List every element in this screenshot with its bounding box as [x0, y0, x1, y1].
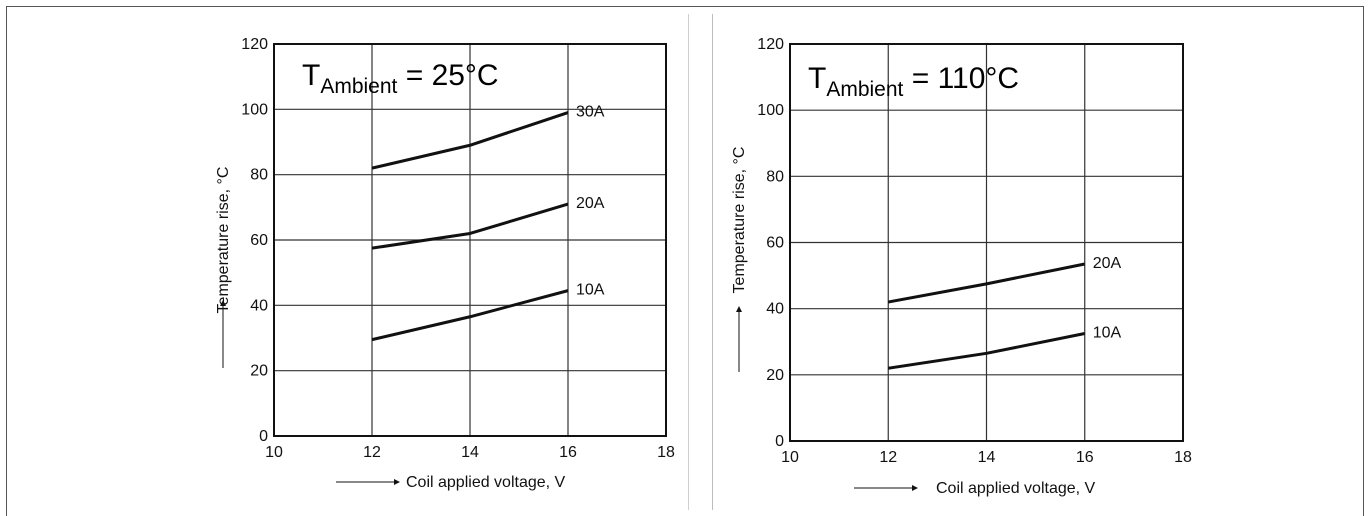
ambient-condition-label: TAmbient = 25°C — [302, 59, 499, 98]
series-label-30A: 30A — [576, 104, 605, 121]
series-line-10A — [371, 289, 569, 342]
y-tick-label: 100 — [241, 101, 268, 118]
y-axis-label: Temperature rise, °C — [731, 147, 748, 294]
series-label-20A: 20A — [1093, 255, 1122, 272]
x-tick-label: 14 — [978, 449, 996, 466]
y-axis-arrowhead — [220, 300, 226, 306]
y-tick-label: 60 — [250, 232, 268, 249]
series-label-20A: 20A — [576, 195, 605, 212]
y-tick-label: 80 — [766, 168, 784, 185]
x-tick-label: 12 — [363, 444, 381, 461]
ambient-condition-label: TAmbient = 110°C — [808, 62, 1019, 101]
plot-area-border — [273, 43, 667, 437]
x-tick-label: 10 — [781, 449, 799, 466]
series-line-30A — [371, 111, 569, 170]
x-axis-arrowhead — [394, 479, 400, 485]
y-tick-label: 40 — [250, 297, 268, 314]
y-tick-label: 80 — [250, 167, 268, 184]
right-panel-edge — [712, 14, 713, 510]
y-tick-label: 0 — [775, 433, 784, 450]
y-tick-label: 0 — [259, 428, 268, 445]
x-axis-label: Coil applied voltage, V — [406, 474, 566, 491]
y-tick-label: 120 — [757, 36, 784, 53]
x-tick-label: 18 — [1174, 449, 1192, 466]
panel-divider — [688, 14, 689, 510]
x-tick-label: 16 — [1076, 449, 1094, 466]
plot-area-border — [789, 43, 1184, 442]
series-line-20A — [887, 262, 1086, 304]
x-tick-label: 16 — [559, 444, 577, 461]
y-tick-label: 100 — [757, 102, 784, 119]
y-axis-arrowhead — [736, 306, 742, 312]
y-tick-label: 120 — [241, 36, 268, 53]
y-tick-label: 20 — [766, 367, 784, 384]
y-axis-label: Temperature rise, °C — [215, 167, 232, 314]
figure-frame — [6, 6, 1364, 516]
x-tick-label: 10 — [265, 444, 283, 461]
y-tick-label: 20 — [250, 363, 268, 380]
series-label-10A: 10A — [1093, 324, 1122, 341]
x-tick-label: 14 — [461, 444, 479, 461]
y-tick-label: 60 — [766, 235, 784, 252]
x-axis-arrowhead — [912, 485, 918, 491]
series-line-10A — [888, 332, 1086, 370]
x-tick-label: 18 — [657, 444, 675, 461]
x-axis-label: Coil applied voltage, V — [936, 480, 1096, 497]
x-tick-label: 12 — [879, 449, 897, 466]
series-label-10A: 10A — [576, 282, 605, 299]
series-line-20A — [371, 202, 569, 250]
y-tick-label: 40 — [766, 301, 784, 318]
